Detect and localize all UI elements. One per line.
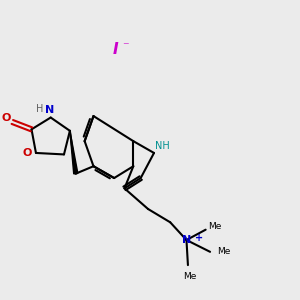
Text: H: H bbox=[36, 104, 43, 114]
Text: N: N bbox=[45, 105, 54, 115]
Text: Me: Me bbox=[218, 247, 231, 256]
Text: ⁻: ⁻ bbox=[122, 40, 128, 53]
Polygon shape bbox=[70, 131, 78, 174]
Text: Me: Me bbox=[183, 272, 196, 280]
Text: O: O bbox=[1, 113, 10, 123]
Text: Me: Me bbox=[208, 222, 222, 231]
Text: O: O bbox=[23, 148, 32, 158]
Text: NH: NH bbox=[155, 141, 170, 151]
Text: N: N bbox=[182, 235, 191, 245]
Text: I: I bbox=[113, 42, 118, 57]
Text: +: + bbox=[195, 233, 203, 243]
